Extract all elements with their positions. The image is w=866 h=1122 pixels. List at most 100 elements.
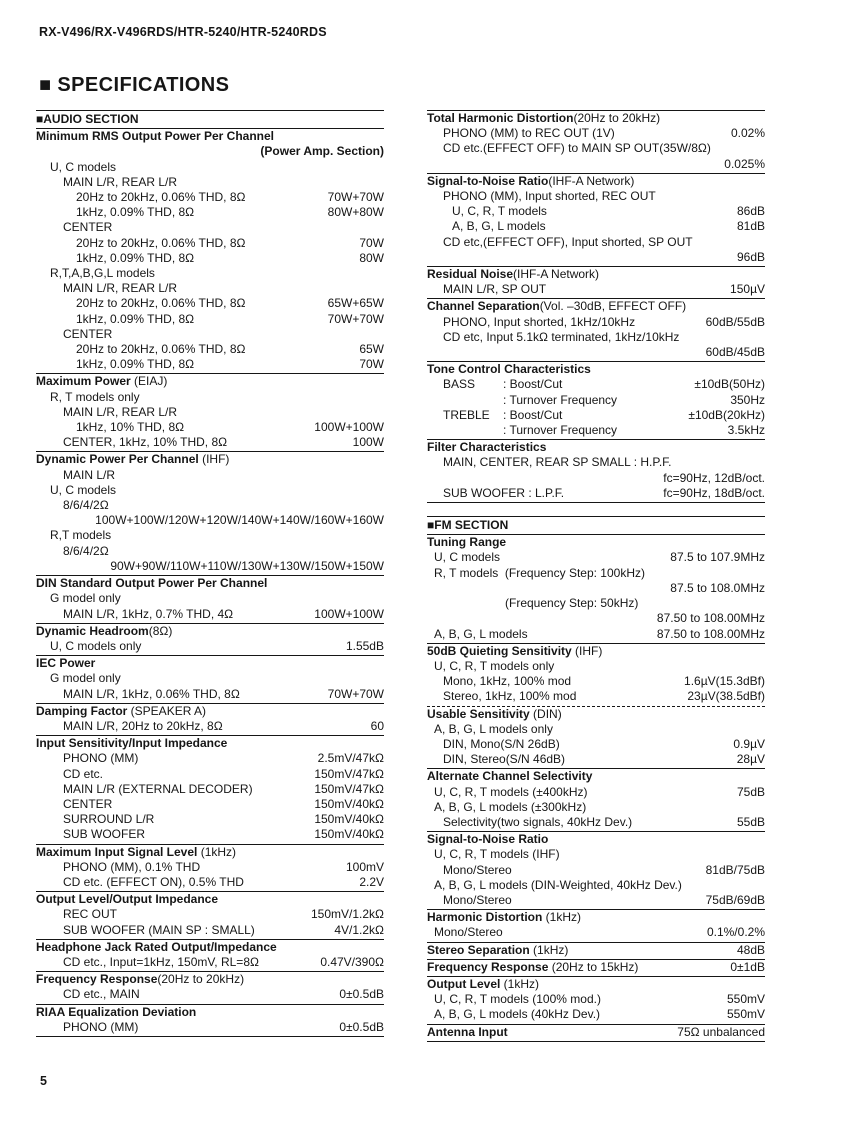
spec-row: 90W+90W/110W+110W/130W+130W/150W+150W <box>36 559 384 574</box>
section-header: Channel Separation (Vol. –30dB, EFFECT OF… <box>427 299 765 314</box>
spec-section: 50dB Quieting Sensitivity (IHF) U, C, R, … <box>427 644 765 707</box>
section-banner: ■AUDIO SECTION <box>36 110 384 130</box>
spec-row-label: G model only <box>50 591 121 606</box>
spec-row-label: 1kHz, 0.09% THD, 8Ω <box>76 311 195 326</box>
section-header: Alternate Channel Selectivity <box>427 769 765 784</box>
spec-row-label: Stereo, 1kHz, 100% mod <box>443 689 577 704</box>
spec-row: SUB WOOFER (MAIN SP : SMALL) 4V/1.2kΩ <box>36 923 384 938</box>
spec-row: A, B, G, L models only <box>427 722 765 737</box>
spec-row-label: SUB WOOFER (MAIN SP : SMALL) <box>63 922 255 937</box>
section-header: Filter Characteristics <box>427 440 765 455</box>
spec-row: A, B, G, L models (DIN-Weighted, 40kHz D… <box>427 878 765 893</box>
section-header-bold: 50dB Quieting Sensitivity <box>427 643 572 658</box>
spec-row: 1kHz, 0.09% THD, 8Ω 70W <box>36 357 384 372</box>
spec-row-value: 80W <box>359 250 384 265</box>
spec-row: 8/6/4/2Ω <box>36 498 384 513</box>
spec-row: MAIN L/R, REAR L/R <box>36 405 384 420</box>
section-header-bold: Filter Characteristics <box>427 440 547 455</box>
spec-row-value: fc=90Hz, 12dB/oct. <box>663 470 765 485</box>
spec-row-value: 150mV/47kΩ <box>314 766 384 781</box>
spec-row: 20Hz to 20kHz, 0.06% THD, 8Ω 70W+70W <box>36 190 384 205</box>
section-header: Maximum Input Signal Level (1kHz) <box>36 845 384 860</box>
spec-row-value: 65W+65W <box>327 296 384 311</box>
spec-row: PHONO (MM) 0±0.5dB <box>36 1020 384 1035</box>
section-header-bold: Frequency Response <box>427 959 549 974</box>
section-header-qualifier: (IHF-A Network) <box>513 267 600 282</box>
spec-row: 87.50 to 108.00MHz <box>427 611 765 626</box>
spec-row: CD etc., MAIN 0±0.5dB <box>36 987 384 1002</box>
spec-row: CENTER 150mV/40kΩ <box>36 797 384 812</box>
spec-row-value: 550mV <box>726 1007 765 1022</box>
section-header-qualifier: (DIN) <box>529 706 562 721</box>
spec-row: G model only <box>36 591 384 606</box>
spec-row-label: Mono/Stereo <box>443 862 512 877</box>
section-header-value: 75Ω unbalanced <box>677 1024 765 1039</box>
spec-row-label: PHONO, Input shorted, 1kHz/10kHz <box>443 314 636 329</box>
section-header: Signal-to-Noise Ratio (IHF-A Network) <box>427 174 765 189</box>
spec-section: Frequency Response (20Hz to 20kHz) CD etc.… <box>36 972 384 1005</box>
spec-row: PHONO (MM) to REC OUT (1V) 0.02% <box>427 126 765 141</box>
section-header-bold: Output Level <box>427 976 501 991</box>
spec-section: IEC Power G model only MAIN L/R, 1kHz, 0.0… <box>36 656 384 704</box>
section-header: Stereo Separation (1kHz) 48dB <box>427 943 765 958</box>
spec-row-label: 20Hz to 20kHz, 0.06% THD, 8Ω <box>76 342 246 357</box>
spec-section: Tone Control Characteristics BASS: Boost/… <box>427 362 765 441</box>
spec-row-value: 28µV <box>736 752 765 767</box>
spec-row: SUB WOOFER 150mV/40kΩ <box>36 827 384 842</box>
spec-row-label: SUB WOOFER : L.P.F. <box>443 485 565 500</box>
spec-row-label: : Boost/Cut <box>503 377 563 392</box>
spec-row: U, C models <box>36 483 384 498</box>
section-header: Minimum RMS Output Power Per Channel <box>36 129 384 144</box>
spec-row-value: 75dB/69dB <box>705 892 765 907</box>
spec-row: CENTER, 1kHz, 10% THD, 8Ω 100W <box>36 435 384 450</box>
spec-row-label: PHONO (MM) to REC OUT (1V) <box>443 126 615 141</box>
spec-row-value: 150mV/40kΩ <box>314 812 384 827</box>
spec-row-value: 75dB <box>736 784 765 799</box>
section-header: Harmonic Distortion (1kHz) <box>427 910 765 925</box>
spec-row: U, C, R, T models (IHF) <box>427 847 765 862</box>
spec-row-value: 70W+70W <box>327 686 384 701</box>
section-banner: ■FM SECTION <box>427 516 765 536</box>
spec-row: 20Hz to 20kHz, 0.06% THD, 8Ω 65W <box>36 342 384 357</box>
section-header-qualifier: (IHF) <box>571 643 603 658</box>
spec-row-label: R,T,A,B,G,L models <box>50 266 155 281</box>
section-header: Tone Control Characteristics <box>427 362 765 377</box>
spec-row: 20Hz to 20kHz, 0.06% THD, 8Ω 70W <box>36 236 384 251</box>
section-header: Dynamic Power Per Channel (IHF) <box>36 452 384 467</box>
spec-row-value: 0.02% <box>730 126 765 141</box>
spec-row-label: PHONO (MM), 0.1% THD <box>63 859 201 874</box>
spec-section: Minimum RMS Output Power Per Channel (Pow… <box>36 129 384 375</box>
spec-row-label: U, C, R, T models (±400kHz) <box>434 784 588 799</box>
spec-row-value: 81dB <box>736 219 765 234</box>
spec-row-label: MAIN L/R, REAR L/R <box>63 174 178 189</box>
spec-row: A, B, G, L models (40kHz Dev.) 550mV <box>427 1007 765 1022</box>
spec-row-value: 80W+80W <box>327 205 384 220</box>
spec-section: Alternate Channel Selectivity U, C, R, T … <box>427 769 765 833</box>
spec-row: G model only <box>36 671 384 686</box>
spec-row-value: 100mV <box>345 859 384 874</box>
section-header: Dynamic Headroom (8Ω) <box>36 624 384 639</box>
section-header: Maximum Power (EIAJ) <box>36 374 384 389</box>
spec-row-label: CD etc.(EFFECT OFF) to MAIN SP OUT(35W/8… <box>443 141 711 156</box>
spec-row-label: CD etc, Input 5.1kΩ terminated, 1kHz/10k… <box>443 329 680 344</box>
spec-row-label: PHONO (MM) <box>63 751 139 766</box>
spec-section: Stereo Separation (1kHz) 48dB <box>427 943 765 960</box>
spec-section: Total Harmonic Distortion (20Hz to 20kHz)… <box>427 111 765 174</box>
spec-row-value: 60 <box>370 718 384 733</box>
section-header-bold: Residual Noise <box>427 267 514 282</box>
spec-section: Output Level/Output Impedance REC OUT 150m… <box>36 892 384 940</box>
spec-row: Mono/Stereo 75dB/69dB <box>427 893 765 908</box>
spec-section: Harmonic Distortion (1kHz) Mono/Stereo 0.1… <box>427 910 765 943</box>
spec-row-label: R,T models <box>50 528 112 543</box>
section-header-bold: Tone Control Characteristics <box>427 362 591 377</box>
section-header-bold: Output Level/Output Impedance <box>36 892 219 907</box>
spec-row-label: MAIN, CENTER, REAR SP SMALL : H.P.F. <box>443 455 672 470</box>
spec-row: 100W+100W/120W+120W/140W+140W/160W+160W <box>36 513 384 528</box>
spec-row: PHONO, Input shorted, 1kHz/10kHz 60dB/55d… <box>427 315 765 330</box>
section-header-qualifier: (EIAJ) <box>130 374 168 389</box>
spec-row: Mono/Stereo 0.1%/0.2% <box>427 925 765 940</box>
spec-row-label: Mono, 1kHz, 100% mod <box>443 674 572 689</box>
section-header-value: 48dB <box>736 942 765 957</box>
spec-row: U, C models 87.5 to 107.9MHz <box>427 550 765 565</box>
spec-row-label: A, B, G, L models <box>452 219 546 234</box>
